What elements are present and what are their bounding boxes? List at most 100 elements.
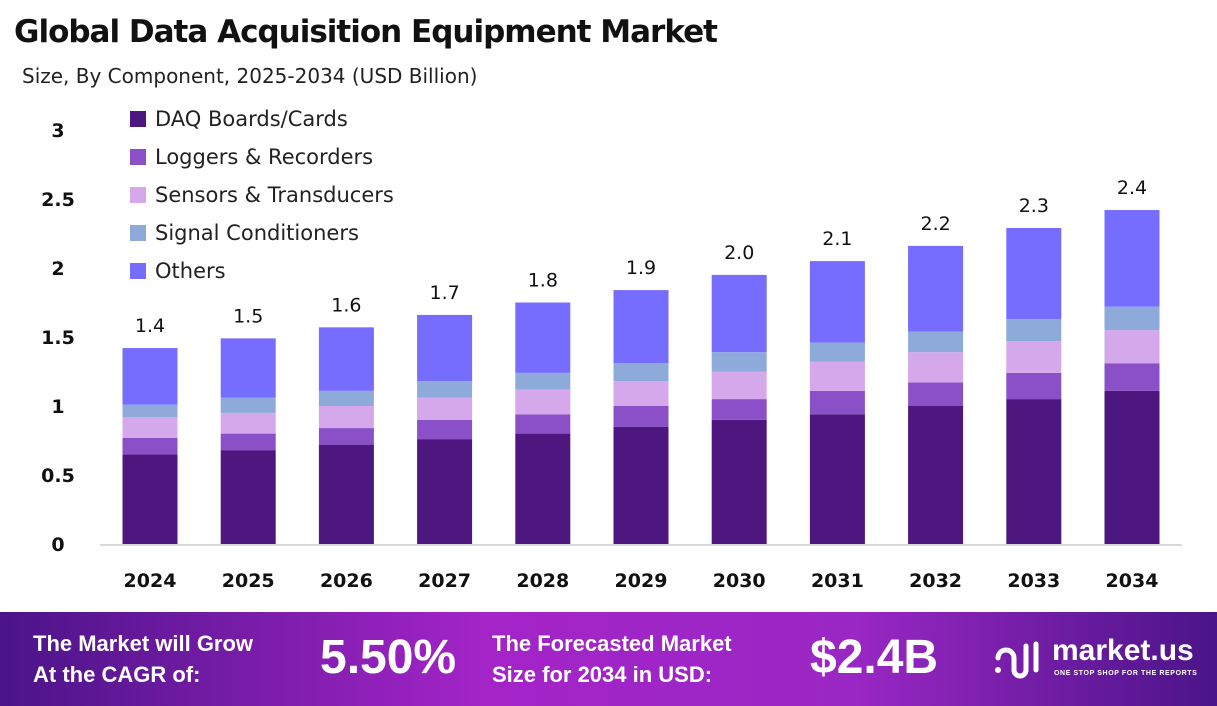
bar-segment-others — [515, 302, 571, 373]
x-tick-label: 2031 — [811, 570, 864, 592]
bar-segment-daq-boards-cards — [711, 419, 767, 544]
bar-segment-loggers-recorders — [515, 414, 571, 434]
bar-segment-others — [908, 245, 964, 332]
bar-total-label: 2.1 — [822, 228, 852, 250]
x-tick-label: 2028 — [516, 570, 569, 592]
bar-segment-daq-boards-cards — [417, 439, 473, 544]
bar-segment-loggers-recorders — [122, 437, 178, 455]
bar-segment-loggers-recorders — [417, 419, 473, 440]
bar-segment-daq-boards-cards — [908, 406, 964, 544]
chart-title: Global Data Acquisition Equipment Market — [14, 14, 718, 50]
bar-segment-others — [417, 314, 473, 382]
bar-segment-signal-conditioners — [711, 352, 767, 372]
bar-segment-daq-boards-cards — [1104, 390, 1160, 544]
bar-total-label: 2.3 — [1019, 195, 1049, 217]
legend-label: Loggers & Recorders — [155, 145, 373, 169]
bar-segment-others — [711, 274, 767, 353]
forecast-value: $2.4B — [810, 631, 939, 684]
y-tick-label: 0.5 — [41, 465, 75, 487]
stacked-bar-chart: 0 0.5 1 1.5 2 2.5 3 1.4 2024 1.5 2025 1.6 2026 1.7 202… — [41, 107, 1182, 592]
forecast-label-line2: Size for 2034 in USD: — [492, 662, 713, 687]
bar-segment-loggers-recorders — [318, 428, 374, 445]
x-tick-label: 2032 — [909, 570, 962, 592]
x-tick-label: 2030 — [713, 570, 766, 592]
bar-segment-others — [1006, 227, 1062, 320]
cagr-label-line2: At the CAGR of: — [33, 662, 201, 687]
bar-segment-daq-boards-cards — [220, 450, 276, 544]
bar-segment-daq-boards-cards — [318, 444, 374, 544]
x-tick-label: 2027 — [418, 570, 471, 592]
y-tick-label: 3 — [51, 120, 64, 142]
bar-segment-others — [809, 261, 865, 343]
forecast-label-line1: The Forecasted Market — [492, 631, 732, 656]
legend-swatch — [130, 225, 146, 241]
y-tick-label: 1.5 — [41, 327, 75, 349]
bar-total-label: 1.5 — [233, 305, 263, 327]
y-tick-label: 2 — [51, 258, 64, 280]
bar-segment-sensors-transducers — [1104, 330, 1160, 364]
bar-segment-sensors-transducers — [417, 397, 473, 420]
bar-segment-daq-boards-cards — [809, 414, 865, 544]
bar-segment-sensors-transducers — [711, 371, 767, 400]
legend-swatch — [130, 187, 146, 203]
x-tick-label: 2029 — [615, 570, 668, 592]
bar-segment-loggers-recorders — [220, 433, 276, 451]
bar-segment-signal-conditioners — [613, 363, 669, 382]
bar-total-label: 2.0 — [724, 242, 754, 264]
market-us-logo-icon — [995, 641, 1039, 679]
cagr-label-line1: The Market will Grow — [33, 631, 254, 656]
bar-segment-loggers-recorders — [1104, 363, 1160, 391]
bar-segment-others — [220, 338, 276, 398]
bar-segment-daq-boards-cards — [613, 426, 669, 544]
logo-tagline: ONE STOP SHOP FOR THE REPORTS — [1054, 670, 1198, 677]
bar-total-label: 1.4 — [135, 315, 165, 337]
bar-segment-loggers-recorders — [711, 399, 767, 420]
legend-label: DAQ Boards/Cards — [155, 107, 348, 131]
bar-total-label: 1.9 — [626, 257, 656, 279]
summary-banner: The Market will Grow At the CAGR of: 5.5… — [0, 612, 1217, 706]
bar-segment-sensors-transducers — [318, 406, 374, 429]
bar-segment-signal-conditioners — [417, 381, 473, 398]
bar-segment-daq-boards-cards — [515, 433, 571, 544]
legend-swatch — [130, 111, 146, 127]
bar-segment-others — [1104, 210, 1160, 307]
bar-segment-others — [318, 327, 374, 391]
bar-total-label: 2.4 — [1117, 177, 1147, 199]
bar-total-label: 2.2 — [920, 213, 950, 235]
legend-swatch — [130, 263, 146, 279]
legend-swatch — [130, 149, 146, 165]
legend-label: Sensors & Transducers — [155, 183, 394, 207]
x-tick-label: 2024 — [124, 570, 177, 592]
bar-segment-signal-conditioners — [908, 331, 964, 353]
bar-segment-others — [613, 290, 669, 364]
bar-segment-sensors-transducers — [1006, 341, 1062, 373]
x-tick-label: 2034 — [1106, 570, 1159, 592]
bar-segment-signal-conditioners — [515, 372, 571, 390]
logo-text: market.us — [1052, 634, 1194, 667]
bar-segment-daq-boards-cards — [1006, 399, 1062, 544]
x-tick-label: 2025 — [222, 570, 275, 592]
bar-total-label: 1.6 — [331, 294, 361, 316]
bar-segment-sensors-transducers — [908, 352, 964, 383]
bar-segment-signal-conditioners — [220, 397, 276, 413]
bar-segment-signal-conditioners — [1104, 306, 1160, 331]
bar-segment-sensors-transducers — [515, 389, 571, 415]
bar-segment-sensors-transducers — [809, 361, 865, 391]
bar-segment-loggers-recorders — [613, 406, 669, 427]
bar-segment-loggers-recorders — [908, 382, 964, 406]
bar-segment-signal-conditioners — [122, 404, 178, 418]
x-tick-label: 2026 — [320, 570, 373, 592]
bar-segment-signal-conditioners — [809, 342, 865, 362]
legend-label: Others — [155, 259, 226, 283]
bar-segment-signal-conditioners — [1006, 319, 1062, 342]
y-tick-label: 2.5 — [41, 189, 75, 211]
bar-segment-loggers-recorders — [809, 390, 865, 415]
bar-segment-signal-conditioners — [318, 390, 374, 406]
x-tick-label: 2033 — [1007, 570, 1060, 592]
legend-label: Signal Conditioners — [155, 221, 359, 245]
bar-segment-sensors-transducers — [613, 381, 669, 406]
bar-segment-sensors-transducers — [220, 412, 276, 434]
y-tick-label: 0 — [51, 534, 64, 556]
cagr-value: 5.50% — [320, 631, 457, 684]
bar-segment-others — [122, 348, 178, 405]
